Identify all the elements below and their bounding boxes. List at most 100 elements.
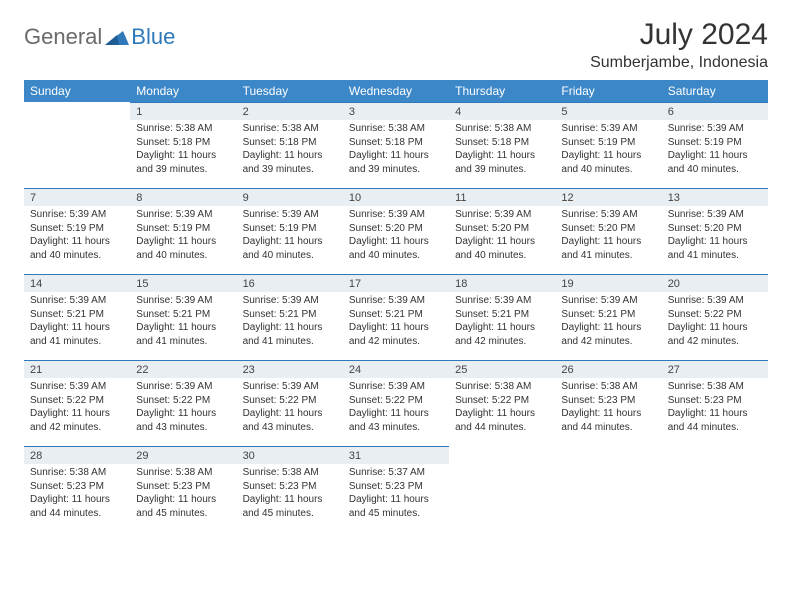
calendar-cell — [555, 446, 661, 532]
day-body: Sunrise: 5:39 AMSunset: 5:19 PMDaylight:… — [24, 206, 130, 264]
location: Sumberjambe, Indonesia — [590, 54, 768, 72]
day-body: Sunrise: 5:37 AMSunset: 5:23 PMDaylight:… — [343, 464, 449, 522]
day-body: Sunrise: 5:38 AMSunset: 5:23 PMDaylight:… — [24, 464, 130, 522]
day-body: Sunrise: 5:38 AMSunset: 5:23 PMDaylight:… — [237, 464, 343, 522]
day-body: Sunrise: 5:39 AMSunset: 5:19 PMDaylight:… — [662, 120, 768, 178]
calendar-body: 1Sunrise: 5:38 AMSunset: 5:18 PMDaylight… — [24, 102, 768, 532]
calendar-cell: 9Sunrise: 5:39 AMSunset: 5:19 PMDaylight… — [237, 188, 343, 274]
day-body: Sunrise: 5:39 AMSunset: 5:22 PMDaylight:… — [237, 378, 343, 436]
day-number: 5 — [555, 102, 661, 120]
day-header: Sunday — [24, 80, 130, 102]
day-number: 11 — [449, 188, 555, 206]
day-body: Sunrise: 5:39 AMSunset: 5:22 PMDaylight:… — [343, 378, 449, 436]
calendar-cell: 13Sunrise: 5:39 AMSunset: 5:20 PMDayligh… — [662, 188, 768, 274]
day-number: 13 — [662, 188, 768, 206]
day-number: 17 — [343, 274, 449, 292]
day-number: 16 — [237, 274, 343, 292]
day-header: Tuesday — [237, 80, 343, 102]
day-body: Sunrise: 5:38 AMSunset: 5:23 PMDaylight:… — [662, 378, 768, 436]
calendar-cell: 12Sunrise: 5:39 AMSunset: 5:20 PMDayligh… — [555, 188, 661, 274]
day-body: Sunrise: 5:39 AMSunset: 5:20 PMDaylight:… — [555, 206, 661, 264]
day-body: Sunrise: 5:38 AMSunset: 5:18 PMDaylight:… — [237, 120, 343, 178]
day-number: 30 — [237, 446, 343, 464]
calendar-cell: 29Sunrise: 5:38 AMSunset: 5:23 PMDayligh… — [130, 446, 236, 532]
logo-text-general: General — [24, 24, 102, 50]
calendar-cell: 27Sunrise: 5:38 AMSunset: 5:23 PMDayligh… — [662, 360, 768, 446]
calendar-cell: 8Sunrise: 5:39 AMSunset: 5:19 PMDaylight… — [130, 188, 236, 274]
calendar-cell: 17Sunrise: 5:39 AMSunset: 5:21 PMDayligh… — [343, 274, 449, 360]
day-body: Sunrise: 5:39 AMSunset: 5:20 PMDaylight:… — [449, 206, 555, 264]
calendar-cell: 1Sunrise: 5:38 AMSunset: 5:18 PMDaylight… — [130, 102, 236, 188]
day-body: Sunrise: 5:39 AMSunset: 5:21 PMDaylight:… — [449, 292, 555, 350]
day-header: Friday — [555, 80, 661, 102]
day-number: 3 — [343, 102, 449, 120]
calendar-cell: 4Sunrise: 5:38 AMSunset: 5:18 PMDaylight… — [449, 102, 555, 188]
day-body: Sunrise: 5:39 AMSunset: 5:21 PMDaylight:… — [555, 292, 661, 350]
calendar-table: SundayMondayTuesdayWednesdayThursdayFrid… — [24, 80, 768, 532]
day-number: 1 — [130, 102, 236, 120]
calendar-cell: 28Sunrise: 5:38 AMSunset: 5:23 PMDayligh… — [24, 446, 130, 532]
day-body: Sunrise: 5:39 AMSunset: 5:19 PMDaylight:… — [130, 206, 236, 264]
day-body: Sunrise: 5:39 AMSunset: 5:21 PMDaylight:… — [24, 292, 130, 350]
day-number: 14 — [24, 274, 130, 292]
logo-text-blue: Blue — [131, 24, 175, 50]
calendar-cell: 11Sunrise: 5:39 AMSunset: 5:20 PMDayligh… — [449, 188, 555, 274]
day-header: Monday — [130, 80, 236, 102]
calendar-week-row: 1Sunrise: 5:38 AMSunset: 5:18 PMDaylight… — [24, 102, 768, 188]
day-body: Sunrise: 5:39 AMSunset: 5:22 PMDaylight:… — [662, 292, 768, 350]
calendar-cell: 31Sunrise: 5:37 AMSunset: 5:23 PMDayligh… — [343, 446, 449, 532]
day-body: Sunrise: 5:38 AMSunset: 5:18 PMDaylight:… — [343, 120, 449, 178]
logo-triangle-icon — [105, 29, 129, 50]
calendar-week-row: 21Sunrise: 5:39 AMSunset: 5:22 PMDayligh… — [24, 360, 768, 446]
day-body: Sunrise: 5:39 AMSunset: 5:19 PMDaylight:… — [237, 206, 343, 264]
calendar-cell: 23Sunrise: 5:39 AMSunset: 5:22 PMDayligh… — [237, 360, 343, 446]
calendar-cell — [24, 102, 130, 188]
calendar-cell: 14Sunrise: 5:39 AMSunset: 5:21 PMDayligh… — [24, 274, 130, 360]
day-number: 31 — [343, 446, 449, 464]
day-header: Thursday — [449, 80, 555, 102]
day-header: Saturday — [662, 80, 768, 102]
day-number: 25 — [449, 360, 555, 378]
day-header: Wednesday — [343, 80, 449, 102]
day-body: Sunrise: 5:39 AMSunset: 5:19 PMDaylight:… — [555, 120, 661, 178]
calendar-cell: 20Sunrise: 5:39 AMSunset: 5:22 PMDayligh… — [662, 274, 768, 360]
calendar-cell: 2Sunrise: 5:38 AMSunset: 5:18 PMDaylight… — [237, 102, 343, 188]
day-number: 15 — [130, 274, 236, 292]
day-body: Sunrise: 5:39 AMSunset: 5:21 PMDaylight:… — [130, 292, 236, 350]
calendar-week-row: 14Sunrise: 5:39 AMSunset: 5:21 PMDayligh… — [24, 274, 768, 360]
day-number: 20 — [662, 274, 768, 292]
calendar-cell: 26Sunrise: 5:38 AMSunset: 5:23 PMDayligh… — [555, 360, 661, 446]
calendar-cell — [449, 446, 555, 532]
calendar-cell: 25Sunrise: 5:38 AMSunset: 5:22 PMDayligh… — [449, 360, 555, 446]
day-number: 4 — [449, 102, 555, 120]
header: General Blue July 2024 Sumberjambe, Indo… — [24, 18, 768, 72]
day-body: Sunrise: 5:39 AMSunset: 5:21 PMDaylight:… — [237, 292, 343, 350]
day-body: Sunrise: 5:39 AMSunset: 5:21 PMDaylight:… — [343, 292, 449, 350]
month-title: July 2024 — [590, 18, 768, 52]
day-number: 7 — [24, 188, 130, 206]
day-body: Sunrise: 5:38 AMSunset: 5:23 PMDaylight:… — [130, 464, 236, 522]
day-number: 19 — [555, 274, 661, 292]
day-number: 12 — [555, 188, 661, 206]
day-number: 29 — [130, 446, 236, 464]
day-number: 26 — [555, 360, 661, 378]
calendar-week-row: 28Sunrise: 5:38 AMSunset: 5:23 PMDayligh… — [24, 446, 768, 532]
day-body: Sunrise: 5:38 AMSunset: 5:23 PMDaylight:… — [555, 378, 661, 436]
day-number: 2 — [237, 102, 343, 120]
day-number: 18 — [449, 274, 555, 292]
day-body: Sunrise: 5:39 AMSunset: 5:22 PMDaylight:… — [24, 378, 130, 436]
calendar-cell: 5Sunrise: 5:39 AMSunset: 5:19 PMDaylight… — [555, 102, 661, 188]
calendar-cell: 16Sunrise: 5:39 AMSunset: 5:21 PMDayligh… — [237, 274, 343, 360]
calendar-cell: 7Sunrise: 5:39 AMSunset: 5:19 PMDaylight… — [24, 188, 130, 274]
day-body: Sunrise: 5:38 AMSunset: 5:22 PMDaylight:… — [449, 378, 555, 436]
calendar-cell: 10Sunrise: 5:39 AMSunset: 5:20 PMDayligh… — [343, 188, 449, 274]
calendar-cell: 6Sunrise: 5:39 AMSunset: 5:19 PMDaylight… — [662, 102, 768, 188]
title-block: July 2024 Sumberjambe, Indonesia — [590, 18, 768, 72]
calendar-cell: 18Sunrise: 5:39 AMSunset: 5:21 PMDayligh… — [449, 274, 555, 360]
day-number: 8 — [130, 188, 236, 206]
day-body: Sunrise: 5:39 AMSunset: 5:22 PMDaylight:… — [130, 378, 236, 436]
calendar-cell: 15Sunrise: 5:39 AMSunset: 5:21 PMDayligh… — [130, 274, 236, 360]
logo: General Blue — [24, 18, 175, 50]
calendar-cell: 21Sunrise: 5:39 AMSunset: 5:22 PMDayligh… — [24, 360, 130, 446]
calendar-week-row: 7Sunrise: 5:39 AMSunset: 5:19 PMDaylight… — [24, 188, 768, 274]
